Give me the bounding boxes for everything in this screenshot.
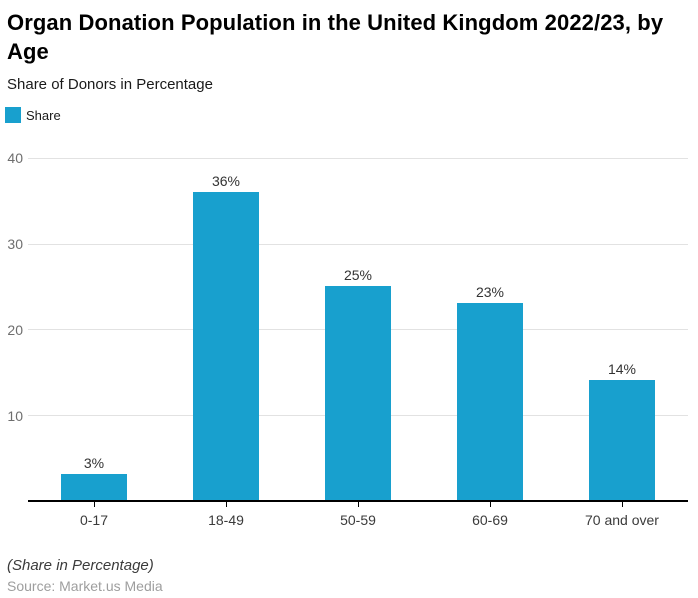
footnote: (Share in Percentage) bbox=[7, 557, 154, 574]
x-axis-label: 70 and over bbox=[585, 512, 659, 528]
bar bbox=[193, 192, 259, 500]
plot-band: 23% bbox=[424, 158, 556, 507]
bar-value-label: 14% bbox=[607, 361, 637, 378]
y-axis-tick-label: 20 bbox=[7, 322, 23, 338]
legend-swatch-icon bbox=[5, 107, 21, 123]
x-axis-label: 18-49 bbox=[208, 512, 244, 528]
x-axis-tick bbox=[622, 502, 623, 507]
bar bbox=[61, 474, 127, 500]
gridline bbox=[28, 243, 688, 245]
plot-band: 14% bbox=[556, 158, 688, 507]
y-axis-tick-label: 10 bbox=[7, 408, 23, 424]
y-axis: 40 30 20 10 bbox=[0, 150, 28, 502]
x-axis-tick bbox=[94, 502, 95, 507]
bar-chart: 40 30 20 10 3% 36% 25% 23% 14% bbox=[0, 150, 688, 507]
bar bbox=[589, 380, 655, 500]
x-axis-tick bbox=[358, 502, 359, 507]
legend: Share bbox=[5, 107, 690, 123]
x-axis-label: 0-17 bbox=[79, 512, 109, 528]
gridline bbox=[28, 158, 688, 159]
bar bbox=[325, 286, 391, 500]
plot-bands: 3% 36% 25% 23% 14% bbox=[28, 158, 688, 507]
legend-label: Share bbox=[26, 107, 61, 123]
x-axis: 0-17 18-49 50-59 60-69 70 and over bbox=[28, 512, 688, 528]
bar-value-label: 23% bbox=[475, 284, 505, 301]
plot-band: 25% bbox=[292, 158, 424, 507]
bar-value-label: 36% bbox=[211, 173, 241, 190]
chart-title: Organ Donation Population in the United … bbox=[7, 10, 664, 64]
plot-area: 3% 36% 25% 23% 14% bbox=[28, 158, 688, 507]
plot-band: 3% bbox=[28, 158, 160, 507]
x-axis-tick bbox=[226, 502, 227, 507]
x-axis-tick bbox=[490, 502, 491, 507]
bar-value-label: 3% bbox=[83, 455, 105, 472]
chart-subtitle: Share of Donors in Percentage bbox=[7, 76, 213, 93]
x-axis-label: 50-59 bbox=[340, 512, 376, 528]
bar-value-label: 25% bbox=[343, 267, 373, 284]
y-axis-tick-label: 40 bbox=[7, 150, 23, 166]
x-axis-label: 60-69 bbox=[472, 512, 508, 528]
plot-band: 36% bbox=[160, 158, 292, 507]
bar bbox=[457, 303, 523, 500]
y-axis-tick-label: 30 bbox=[7, 236, 23, 252]
source-text: Source: Market.us Media bbox=[7, 578, 163, 594]
